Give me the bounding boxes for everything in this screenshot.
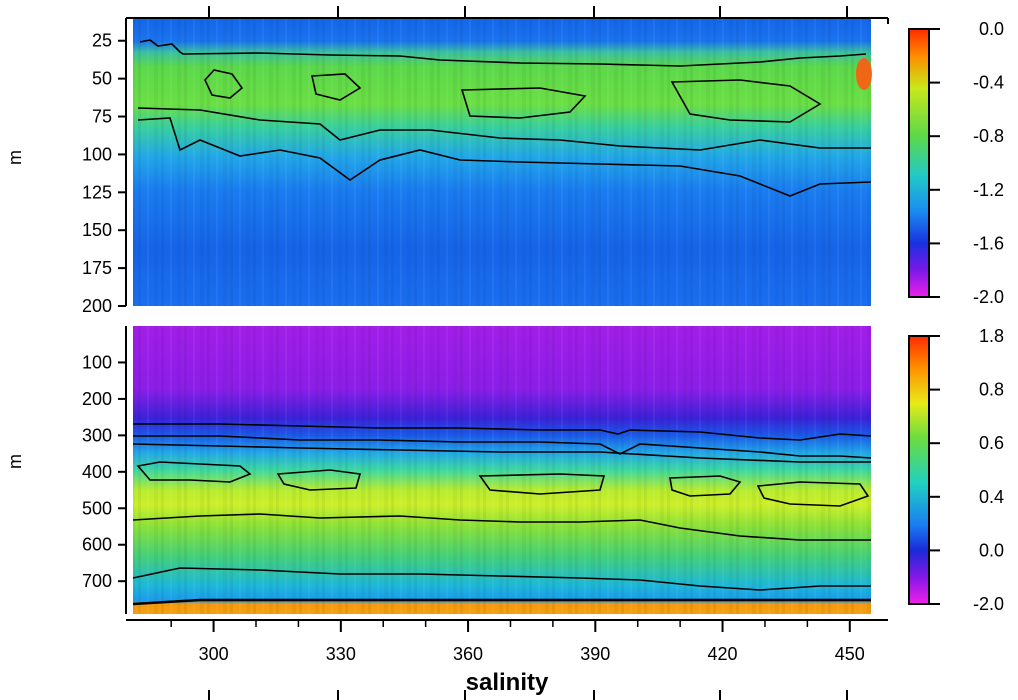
bottom-colorbar-label: 0.8	[979, 380, 1004, 400]
top-border-ticks	[208, 6, 848, 18]
bottom-panel: 100 200 300 400 500 600 700 m 300 330 360 390 420 4…	[5, 326, 888, 700]
top-colorbar-label: -1.6	[973, 233, 1004, 253]
top-colorbar-label: -1.2	[973, 180, 1004, 200]
top-y-tick-label: 125	[82, 182, 112, 202]
x-tick-label: 450	[835, 644, 865, 664]
bottom-contour-4	[132, 513, 871, 541]
x-tick-label: 360	[453, 644, 483, 664]
bottom-y-tick-label: 500	[82, 498, 112, 518]
top-y-tick-label: 50	[92, 69, 112, 89]
bottom-y-tick-label: 200	[82, 389, 112, 409]
bottom-colorbar-label: -2.0	[973, 594, 1004, 614]
x-axis-label: salinity	[466, 669, 549, 696]
top-colorbar-label: -0.4	[973, 73, 1004, 93]
bottom-island-3	[478, 473, 606, 495]
x-tick-label: 420	[708, 644, 738, 664]
top-warm-anomaly	[856, 58, 872, 90]
top-colorbar-bar	[908, 28, 930, 298]
top-colorbar-label: 0.0	[979, 19, 1004, 39]
bottom-colorbar-bar	[908, 335, 930, 605]
bottom-colorbar-ticks: 1.8 0.8 0.6 0.4 0.0 -2.0	[929, 326, 1004, 614]
bottom-y-label: m	[5, 454, 25, 469]
top-colorbar-label: -2.0	[973, 287, 1004, 307]
bottom-colorbar-label: 0.0	[979, 540, 1004, 560]
top-contour-inner-4	[670, 79, 822, 123]
top-contours	[137, 39, 872, 197]
top-y-tick-label: 75	[92, 107, 112, 127]
bottom-heatmap-texture	[133, 326, 871, 614]
bottom-island-5	[756, 481, 870, 507]
x-tick-label: 330	[326, 644, 356, 664]
top-contour-mid	[137, 117, 872, 197]
bottom-colorbar-label: 0.6	[979, 433, 1004, 453]
top-contour-inner-3	[460, 87, 587, 119]
top-contour-upper	[139, 39, 867, 67]
bottom-island-1	[136, 461, 252, 483]
bottom-y-ticks: 100 200 300 400 500 600 700	[82, 352, 126, 591]
bottom-y-tick-label: 600	[82, 535, 112, 555]
bottom-island-2	[276, 469, 362, 491]
bottom-contour-6	[132, 598, 871, 606]
bottom-y-tick-label: 700	[82, 571, 112, 591]
bottom-colorbar: 1.8 0.8 0.6 0.4 0.0 -2.0	[908, 326, 1004, 614]
top-colorbar-label: -0.8	[973, 126, 1004, 146]
x-tick-label: 300	[199, 644, 229, 664]
top-y-ticks: 25 50 75 100 125 150 175 200	[82, 31, 126, 316]
top-y-tick-label: 150	[82, 220, 112, 240]
top-panel: 25 50 75 100 125 150 175 200 m	[5, 6, 889, 316]
bottom-contour-2	[133, 435, 872, 459]
bottom-contours	[132, 423, 872, 606]
bottom-colorbar-label: 0.4	[979, 487, 1004, 507]
x-ticks: 300 330 360 390 420 450	[170, 620, 865, 664]
bottom-contour-1	[133, 423, 872, 441]
bottom-y-tick-label: 100	[82, 352, 112, 372]
bottom-y-tick-label: 300	[82, 425, 112, 445]
top-y-tick-label: 100	[82, 144, 112, 164]
top-contour-lower	[137, 107, 871, 151]
bottom-contour-3	[132, 443, 871, 463]
bottom-contour-5	[132, 567, 871, 591]
top-y-tick-label: 200	[82, 296, 112, 316]
top-y-tick-label: 175	[82, 258, 112, 278]
top-colorbar-ticks: 0.0 -0.4 -0.8 -1.2 -1.6 -2.0	[929, 19, 1004, 307]
top-y-tick-label: 25	[92, 31, 112, 51]
bottom-colorbar-label: 1.8	[979, 326, 1004, 346]
x-tick-label: 390	[580, 644, 610, 664]
bottom-island-4	[669, 475, 742, 497]
x-lower-ticks	[208, 690, 848, 700]
top-contour-inner-2	[311, 73, 362, 101]
bottom-y-tick-label: 400	[82, 462, 112, 482]
top-colorbar: 0.0 -0.4 -0.8 -1.2 -1.6 -2.0	[908, 19, 1004, 307]
top-y-label: m	[5, 150, 25, 165]
top-contour-inner-1	[204, 69, 244, 99]
